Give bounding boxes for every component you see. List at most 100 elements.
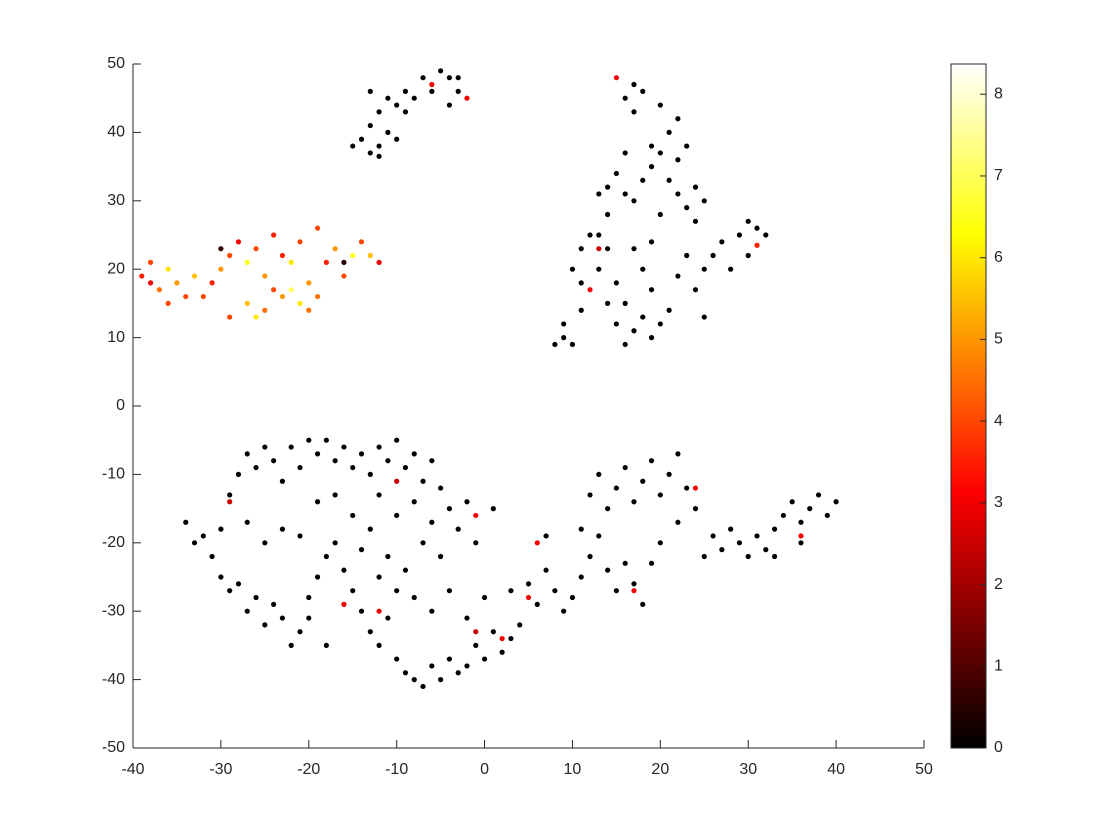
point (376, 259, 382, 265)
point (622, 150, 628, 156)
point (490, 629, 496, 635)
point (385, 615, 391, 621)
point (279, 293, 286, 300)
point (420, 540, 426, 546)
point (675, 451, 681, 457)
point (394, 588, 400, 594)
point (438, 677, 444, 683)
point (376, 109, 382, 115)
point (297, 629, 303, 635)
point (332, 246, 338, 252)
point (446, 102, 452, 108)
point (631, 499, 637, 505)
point (376, 143, 382, 149)
point (402, 567, 409, 573)
point (640, 177, 646, 183)
point (411, 95, 417, 101)
point (253, 594, 259, 601)
point (429, 88, 435, 94)
point (367, 252, 373, 259)
point (675, 273, 681, 279)
point (613, 280, 619, 286)
point (323, 437, 329, 443)
point (262, 540, 268, 546)
point (279, 615, 286, 621)
point (701, 198, 707, 204)
point (666, 307, 672, 313)
point (429, 519, 435, 525)
point (692, 485, 699, 491)
point (771, 526, 778, 532)
point (420, 75, 426, 81)
point (648, 239, 655, 245)
y-tick-label: 30 (107, 192, 125, 209)
point (394, 656, 400, 662)
point (675, 157, 681, 163)
point (596, 533, 602, 539)
point (341, 444, 347, 450)
point (332, 540, 338, 546)
point (227, 588, 233, 594)
point (358, 451, 365, 457)
point (288, 642, 294, 649)
point (666, 177, 672, 183)
point (605, 506, 611, 512)
point (332, 492, 338, 498)
point (244, 451, 250, 457)
point (429, 608, 435, 614)
point (815, 492, 822, 498)
point (736, 540, 743, 546)
point (156, 287, 162, 293)
point (455, 88, 461, 94)
point (763, 232, 769, 238)
point (455, 526, 461, 532)
point (613, 588, 619, 594)
point (306, 615, 312, 621)
point (314, 451, 321, 457)
point (640, 601, 646, 607)
point (227, 492, 233, 498)
x-tick-label: 20 (651, 761, 669, 778)
point (605, 300, 611, 306)
point (622, 560, 628, 566)
point (569, 266, 576, 272)
point (648, 335, 655, 341)
point (358, 239, 365, 245)
point (605, 184, 611, 190)
point (728, 526, 734, 532)
point (622, 464, 628, 471)
point (350, 143, 356, 149)
point (262, 622, 268, 628)
point (587, 232, 593, 238)
point (613, 170, 619, 177)
point (640, 478, 646, 484)
point (341, 601, 347, 607)
point (394, 102, 400, 108)
y-tick-label: 40 (107, 124, 125, 141)
point (376, 574, 382, 580)
point (446, 506, 452, 512)
point (262, 307, 268, 313)
point (622, 191, 628, 197)
point (833, 499, 839, 505)
point (631, 588, 637, 594)
point (728, 266, 734, 272)
colorbar-tick-label: 0 (994, 739, 1003, 756)
point (227, 314, 233, 320)
point (613, 75, 619, 81)
point (578, 246, 584, 252)
point (420, 683, 426, 690)
point (613, 485, 619, 491)
point (429, 458, 435, 464)
point (244, 300, 250, 306)
point (745, 553, 751, 560)
point (297, 300, 303, 306)
y-tick-label: 20 (107, 260, 125, 277)
point (587, 492, 593, 498)
point (578, 307, 584, 313)
point (314, 293, 321, 300)
point (666, 471, 672, 477)
point (438, 553, 444, 560)
point (473, 540, 479, 546)
point (710, 252, 716, 259)
